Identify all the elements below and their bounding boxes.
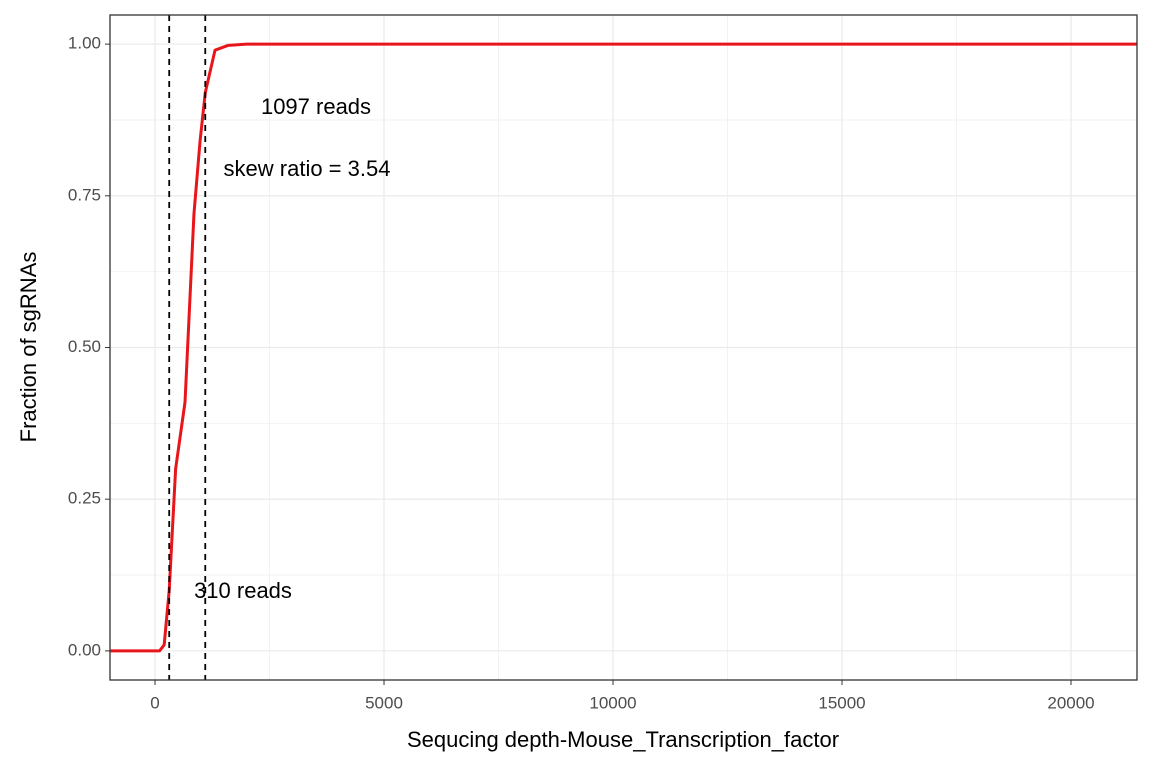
x-tick-label: 0: [150, 693, 159, 712]
y-axis-title: Fraction of sgRNAs: [16, 252, 41, 443]
x-axis-title: Sequcing depth-Mouse_Transcription_facto…: [407, 727, 839, 752]
y-tick-label: 0.00: [68, 640, 101, 659]
annotation: skew ratio = 3.54: [224, 156, 391, 181]
panel-border: [109, 14, 1138, 681]
x-tick-label: 10000: [589, 693, 636, 712]
x-tick-label: 15000: [818, 693, 865, 712]
y-tick-label: 0.75: [68, 185, 101, 204]
y-tick-label: 0.25: [68, 489, 101, 508]
annotation: 1097 reads: [261, 94, 371, 119]
y-tick-label: 1.00: [68, 34, 101, 53]
annotation: 310 reads: [194, 578, 292, 603]
x-tick-label: 20000: [1047, 693, 1094, 712]
y-tick-label: 0.50: [68, 337, 101, 356]
x-tick-label: 5000: [365, 693, 403, 712]
line: [110, 42, 1137, 653]
